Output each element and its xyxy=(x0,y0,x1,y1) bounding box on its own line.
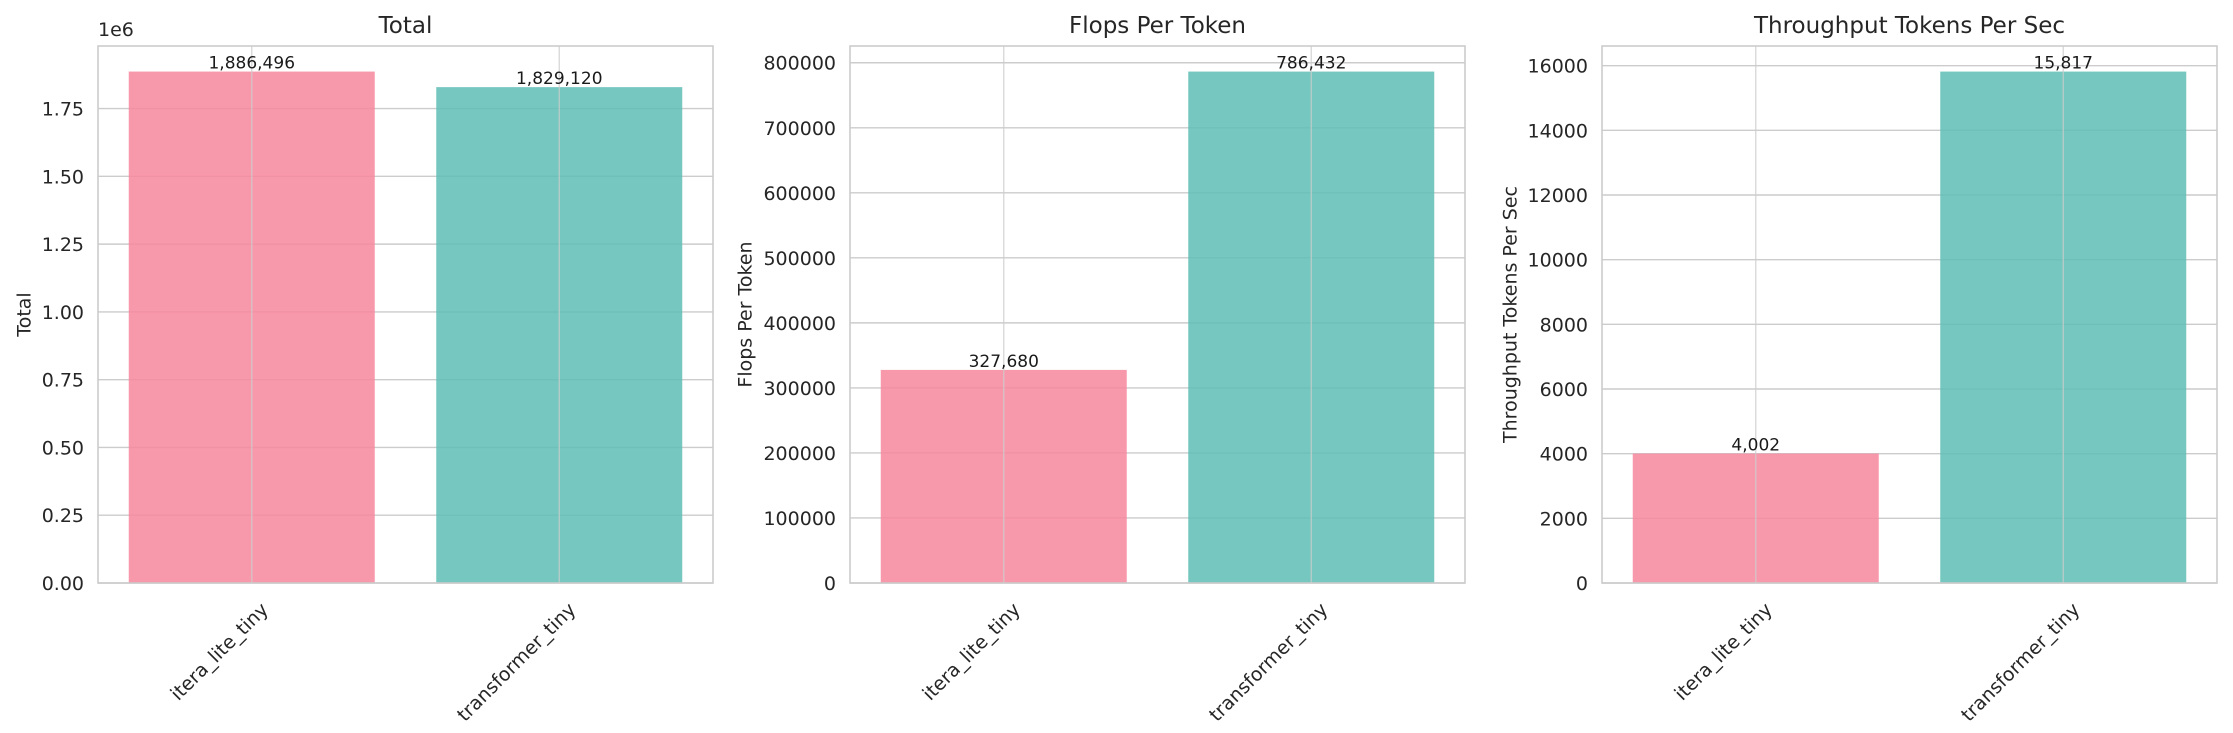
y-tick-label: 0.50 xyxy=(42,437,84,459)
chart-panel-2: 327,680 786,432 0 100000 200000 300000 400000 5… xyxy=(735,13,1466,726)
x-tick-label: itera_lite_tiny xyxy=(918,599,1024,705)
y-tick-label: 1.50 xyxy=(42,166,84,188)
y-tick-label: 14000 xyxy=(1528,120,1588,142)
bar-value-label: 4,002 xyxy=(1731,436,1780,456)
y-tick-label: 0 xyxy=(1576,573,1588,595)
y-tick-label: 800000 xyxy=(763,53,836,75)
y-tick-label: 200000 xyxy=(763,443,836,465)
y-tick-label: 2000 xyxy=(1540,508,1588,530)
chart-panel-1: 1,886,496 1,829,120 0.00 0.25 0.50 0.75 1.00 1.… xyxy=(14,13,714,726)
chart-title: Flops Per Token xyxy=(1069,13,1246,39)
chart-title: Total xyxy=(378,13,433,39)
y-tick-label: 600000 xyxy=(763,183,836,205)
y-tick-label: 8000 xyxy=(1540,314,1588,336)
y-axis-label: Total xyxy=(14,292,36,337)
x-tick-label: itera_lite_tiny xyxy=(166,599,272,705)
bar-value-label: 1,829,120 xyxy=(516,69,603,89)
y-tick-label: 0 xyxy=(824,573,836,595)
y-tick-label: 700000 xyxy=(763,118,836,140)
y-axis-label: Throughput Tokens Per Sec xyxy=(1500,186,1522,444)
y-tick-label: 300000 xyxy=(763,378,836,400)
x-tick-label: transformer_tiny xyxy=(1957,599,2084,726)
bar-value-label: 15,817 xyxy=(2034,54,2093,74)
y-axis-label: Flops Per Token xyxy=(735,241,757,387)
y-tick-label: 500000 xyxy=(763,248,836,270)
y-tick-label: 4000 xyxy=(1540,444,1588,466)
plot-frame xyxy=(1601,45,2218,584)
y-tick-label: 1.25 xyxy=(42,234,84,256)
bar-value-label: 786,432 xyxy=(1276,54,1346,74)
x-tick-label: transformer_tiny xyxy=(453,599,580,726)
y-tick-label: 1.00 xyxy=(42,302,84,324)
y-tick-label: 12000 xyxy=(1528,185,1588,207)
plot-frame xyxy=(97,45,714,584)
y-tick-label: 400000 xyxy=(763,313,836,335)
bar-value-label: 327,680 xyxy=(969,352,1039,372)
y-tick-label: 0.25 xyxy=(42,505,84,527)
x-tick-label: itera_lite_tiny xyxy=(1670,599,1776,705)
chart-title: Throughput Tokens Per Sec xyxy=(1753,13,2065,39)
bar-value-label: 1,886,496 xyxy=(208,54,295,74)
x-tick-label: transformer_tiny xyxy=(1205,599,1332,726)
y-tick-label: 0.00 xyxy=(42,573,84,595)
plot-frame xyxy=(849,45,1466,584)
y-tick-label: 100000 xyxy=(763,508,836,530)
y-tick-label: 16000 xyxy=(1528,56,1588,78)
chart-panel-3: 4,002 15,817 0 2000 4000 6000 8000 10000 12000 14… xyxy=(1500,13,2218,726)
y-tick-label: 0.75 xyxy=(42,370,84,392)
y-tick-label: 1.75 xyxy=(42,99,84,121)
y-tick-label: 10000 xyxy=(1528,250,1588,272)
y-tick-label: 6000 xyxy=(1540,379,1588,401)
y-offset-label: 1e6 xyxy=(98,19,134,41)
